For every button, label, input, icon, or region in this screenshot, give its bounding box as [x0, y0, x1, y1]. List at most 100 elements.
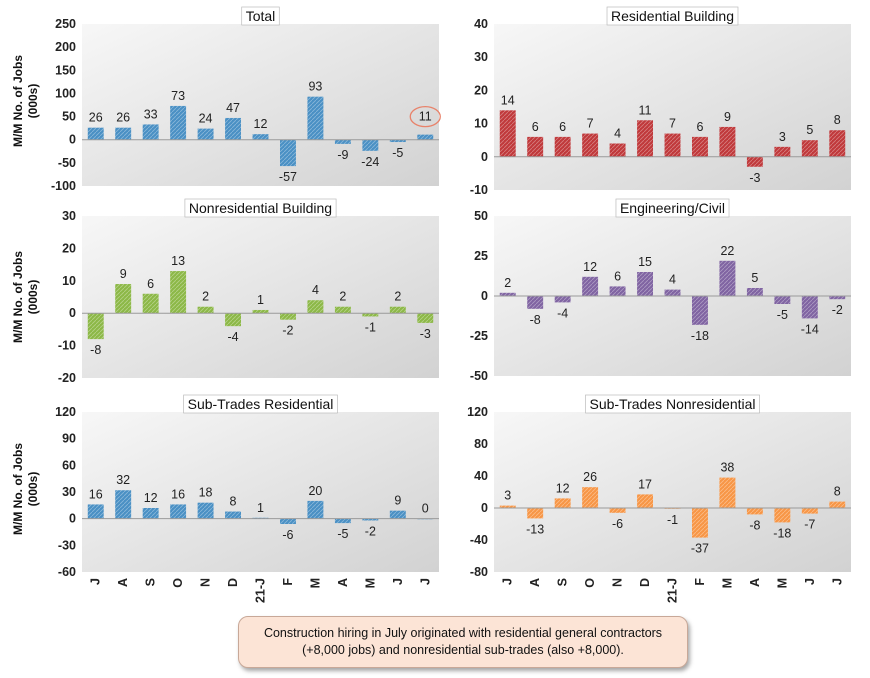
- x-tick-label: O: [583, 578, 597, 588]
- data-label: -13: [526, 522, 544, 536]
- bar: [829, 130, 846, 157]
- data-label: -37: [691, 542, 709, 556]
- y-tick-label: -30: [58, 538, 76, 552]
- bar: [389, 139, 406, 143]
- x-tick-label: M: [308, 578, 322, 588]
- bar: [554, 498, 571, 508]
- bar: [307, 300, 324, 314]
- y-axis-label: M/M No. of Jobs: [11, 251, 25, 343]
- bar: [554, 296, 571, 303]
- bar: [746, 156, 763, 167]
- data-label: -2: [365, 524, 376, 538]
- data-label: 26: [583, 470, 597, 484]
- y-tick-label: -60: [58, 565, 76, 579]
- y-tick-label: -100: [51, 179, 76, 193]
- data-label: -9: [337, 148, 348, 162]
- data-label: -2: [282, 324, 293, 338]
- chart-title: Total: [246, 8, 276, 24]
- bar: [87, 313, 104, 340]
- chart-subnonres: -80 -40 0 40 80 120 3 -13 12 26 -6 17 -1 -37 38 -8 -18 -7…: [467, 394, 851, 603]
- chart-title-box: [606, 6, 739, 26]
- bar: [527, 136, 544, 157]
- bar: [829, 296, 846, 300]
- data-label: -1: [365, 320, 376, 334]
- chart-nonresidential: -20 -10 0 10 20 30 -8 9 6 13 2 -4 1 -2 4 2 -1 2 -3 Nonresid…: [11, 198, 439, 385]
- data-label: 1: [257, 293, 264, 307]
- y-tick-label: 150: [55, 63, 76, 77]
- bar: [609, 143, 626, 157]
- data-label: 32: [116, 473, 130, 487]
- plot-area: [82, 24, 439, 186]
- data-label: -8: [90, 343, 101, 357]
- chart-engineering: -50 -25 0 25 50 2 -8 -4 12 6 15 4 -18 22 5 -5 -14 -2 Engin…: [470, 198, 851, 383]
- y-tick-label: -10: [470, 183, 488, 197]
- chart-title-box: [585, 394, 760, 414]
- chart-title-box: [615, 198, 730, 218]
- x-tick-label: M: [363, 578, 377, 588]
- data-label: 26: [116, 111, 130, 125]
- data-label: 5: [806, 123, 813, 137]
- data-label: -14: [801, 322, 819, 336]
- data-label: 8: [834, 485, 841, 499]
- x-tick-label: A: [528, 578, 542, 587]
- x-tick-label: M: [775, 578, 789, 588]
- data-label: 20: [308, 484, 322, 498]
- chart-title: Nonresidential Building: [189, 200, 332, 216]
- bar: [115, 284, 132, 314]
- y-tick-label: 20: [474, 83, 488, 97]
- chart-residential: -10 0 10 20 30 40 14 6 6 7 4 11 7 6 9 -3 3 5 8 Residential …: [470, 6, 851, 197]
- bar: [197, 128, 214, 140]
- y-tick-label: -50: [58, 156, 76, 170]
- data-label: 22: [720, 244, 734, 258]
- bar: [829, 501, 846, 508]
- x-tick-label: N: [611, 578, 625, 587]
- bar: [609, 286, 626, 296]
- data-label: -18: [691, 329, 709, 343]
- data-label: 0: [422, 502, 429, 516]
- bar: [225, 117, 242, 140]
- bar: [719, 260, 736, 296]
- data-label: 9: [394, 494, 401, 508]
- bar: [389, 306, 406, 314]
- bar: [664, 289, 681, 296]
- bar: [115, 127, 132, 140]
- data-label: 5: [751, 271, 758, 285]
- bar: [279, 518, 296, 524]
- plot-area: [82, 412, 439, 572]
- data-label: 12: [254, 117, 268, 131]
- x-tick-label: J: [89, 578, 103, 585]
- bar: [170, 504, 187, 519]
- data-label: -8: [530, 313, 541, 327]
- chart-title: Residential Building: [611, 8, 734, 24]
- bar: [197, 502, 214, 519]
- data-label: -5: [337, 527, 348, 541]
- data-label: 14: [501, 93, 515, 107]
- x-tick-label: M: [720, 578, 734, 588]
- data-label: 16: [89, 487, 103, 501]
- bar: [334, 518, 351, 524]
- data-label: 6: [696, 120, 703, 134]
- bar: [142, 124, 159, 140]
- data-label: 6: [532, 120, 539, 134]
- y-tick-label: 0: [69, 306, 76, 320]
- data-label: 8: [834, 113, 841, 127]
- data-label: 7: [669, 117, 676, 131]
- y-tick-label: 20: [62, 241, 76, 255]
- bar: [691, 136, 708, 157]
- bar: [527, 296, 544, 309]
- data-label: -4: [557, 306, 568, 320]
- bar: [225, 511, 242, 519]
- data-label: 33: [144, 107, 158, 121]
- bar: [582, 487, 599, 508]
- bar: [499, 505, 516, 508]
- x-tick-label: F: [693, 578, 707, 586]
- data-label: 12: [144, 491, 158, 505]
- data-label: 11: [419, 110, 432, 124]
- bar: [417, 134, 434, 140]
- data-label: -7: [804, 518, 815, 532]
- data-label: -6: [282, 528, 293, 542]
- data-label: 16: [171, 487, 185, 501]
- data-label: -5: [392, 146, 403, 160]
- x-tick-label: J: [501, 578, 515, 585]
- y-tick-label: 30: [62, 485, 76, 499]
